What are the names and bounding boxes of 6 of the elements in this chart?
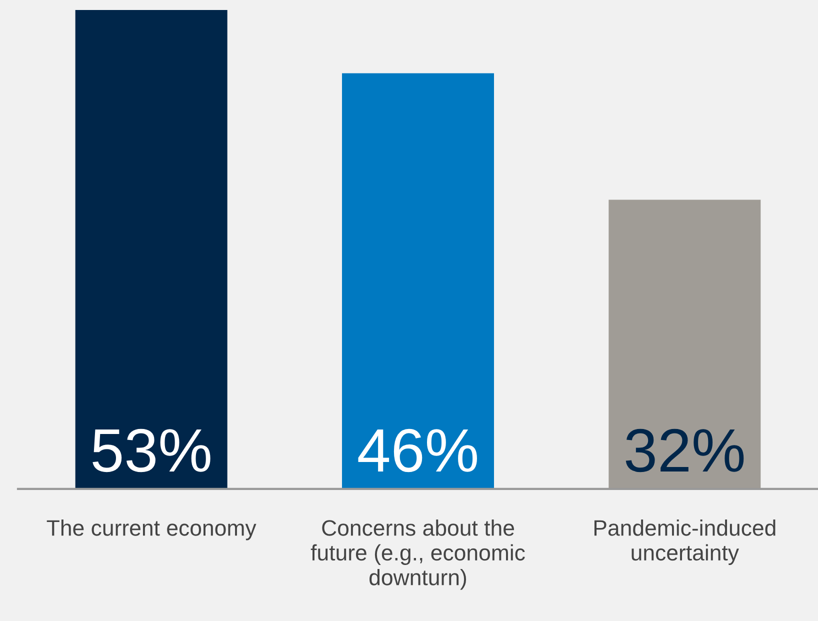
x-tick-label: Pandemic-induced uncertainty — [594, 520, 776, 565]
data-label: 46% — [358, 428, 477, 472]
x-tick-label: The current economy — [46, 520, 256, 540]
data-label: 53% — [92, 428, 210, 472]
x-tick-label: Concerns about the future (e.g., economic downturn) — [310, 520, 525, 590]
data-label: 32% — [626, 428, 744, 472]
